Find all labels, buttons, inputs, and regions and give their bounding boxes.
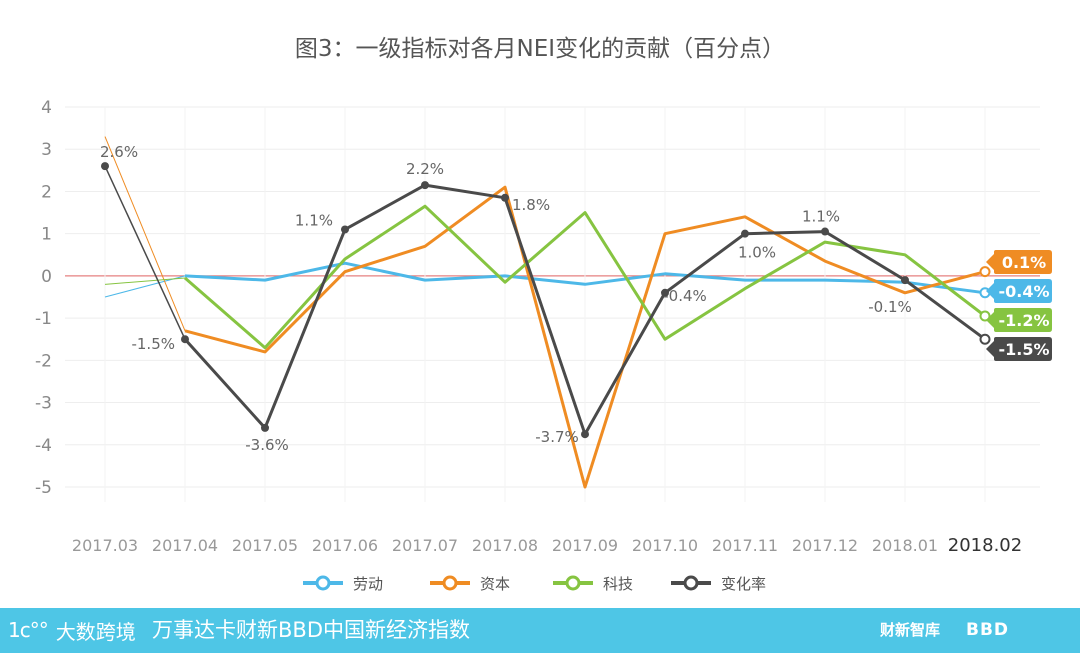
x-tick-label: 2018.01 bbox=[872, 536, 938, 555]
brand-logo-icon: 1c°° bbox=[8, 618, 49, 642]
end-labels: 0.1% -0.4% -1.2% -1.5% bbox=[986, 250, 1052, 361]
end-label-tag bbox=[986, 337, 1052, 361]
caixin-logo: 财新智库 bbox=[880, 621, 941, 639]
data-label: -3.6% bbox=[245, 436, 289, 454]
legend-item: 科技 bbox=[553, 575, 633, 593]
x-tick-label: 2017.07 bbox=[392, 536, 458, 555]
y-tick-label: 3 bbox=[41, 140, 52, 160]
x-tick-label: 2017.12 bbox=[792, 536, 858, 555]
series-point bbox=[741, 229, 749, 238]
legend-marker bbox=[683, 575, 699, 591]
y-tick-label: 4 bbox=[41, 98, 52, 118]
y-axis-ticks: 4 3 2 1 0 -1 -2 -3 -4 -5 bbox=[35, 98, 52, 498]
data-labels: 2.6% -1.5% -3.6% 1.1% 2.2% 1.8% -3.7% -0.4% 1.0%… bbox=[100, 143, 912, 454]
x-tick-label: 2017.10 bbox=[632, 536, 698, 555]
series-end-point bbox=[979, 266, 991, 278]
data-label: -0.1% bbox=[868, 298, 912, 316]
series-point bbox=[501, 193, 509, 202]
series-line-start bbox=[104, 165, 186, 340]
x-tick-label: 2017.11 bbox=[712, 536, 778, 555]
y-tick-label: -3 bbox=[35, 394, 52, 414]
legend-label: 变化率 bbox=[721, 575, 766, 593]
x-tick-label: 2017.04 bbox=[152, 536, 218, 555]
series-line-start bbox=[104, 277, 186, 285]
y-tick-label: 1 bbox=[41, 225, 52, 245]
x-tick-label: 2017.09 bbox=[552, 536, 618, 555]
x-tick-label: 2017.03 bbox=[72, 536, 138, 555]
series-point bbox=[341, 225, 349, 234]
legend-marker bbox=[315, 575, 331, 591]
series-point bbox=[421, 181, 429, 190]
data-label: 2.6% bbox=[100, 143, 138, 161]
brand-name: 大数跨境 bbox=[55, 619, 136, 644]
y-tick-label: -2 bbox=[35, 351, 52, 371]
series-point bbox=[181, 335, 189, 344]
footer-brand: 1c°° 大数跨境 bbox=[8, 614, 136, 646]
legend-label: 劳动 bbox=[353, 575, 383, 593]
data-label: 2.2% bbox=[406, 160, 444, 178]
data-label: 1.1% bbox=[295, 211, 333, 229]
data-label: 1.8% bbox=[512, 196, 550, 214]
legend-label: 科技 bbox=[603, 575, 633, 593]
bbd-logo: BBD bbox=[966, 620, 1010, 640]
x-tick-label: 2018.02 bbox=[948, 535, 1022, 556]
x-tick-label: 2017.05 bbox=[232, 536, 298, 555]
series-end-point bbox=[979, 310, 991, 322]
data-label: -3.7% bbox=[535, 428, 579, 446]
y-tick-label: 0 bbox=[41, 267, 52, 287]
line-chart: 图3：一级指标对各月NEI变化的贡献（百分点） 43210-1-2-3-4-5 … bbox=[35, 36, 1052, 593]
legend-item: 变化率 bbox=[671, 575, 766, 593]
series-point bbox=[821, 227, 829, 236]
end-label-text: 0.1% bbox=[1002, 253, 1046, 272]
series-line-start bbox=[104, 136, 186, 331]
end-label-text: -1.2% bbox=[998, 311, 1049, 330]
y-tick-label: -4 bbox=[35, 436, 52, 456]
end-label-text: -0.4% bbox=[998, 282, 1049, 301]
data-label: 1.0% bbox=[738, 244, 776, 262]
series-lines bbox=[101, 136, 991, 489]
legend-item: 劳动 bbox=[303, 575, 383, 593]
chart-title: 图3：一级指标对各月NEI变化的贡献（百分点） bbox=[295, 36, 785, 62]
data-label: 1.1% bbox=[802, 208, 840, 226]
series-point bbox=[581, 430, 589, 439]
footer-title: 万事达卡财新BBD中国新经济指数 bbox=[152, 618, 470, 642]
end-label-tag bbox=[986, 279, 1052, 303]
grid-lines bbox=[65, 106, 1040, 502]
legend-marker bbox=[565, 575, 581, 591]
x-tick-label: 2017.06 bbox=[312, 536, 378, 555]
y-tick-label: -1 bbox=[35, 309, 52, 329]
series-point bbox=[261, 423, 269, 432]
series-line bbox=[184, 261, 986, 295]
series-point bbox=[101, 162, 109, 171]
x-tick-label: 2017.08 bbox=[472, 536, 538, 555]
x-axis-ticks: 2017.03 2017.04 2017.05 2017.06 2017.07 2017.… bbox=[72, 535, 1022, 556]
end-label-text: -1.5% bbox=[998, 340, 1049, 359]
series-point bbox=[901, 276, 909, 285]
data-label: -0.4% bbox=[663, 287, 707, 305]
series-end-point bbox=[979, 333, 991, 345]
data-label: -1.5% bbox=[131, 335, 175, 353]
end-label-tag bbox=[986, 308, 1052, 332]
footer-bar: 1c°° 大数跨境 万事达卡财新BBD中国新经济指数 财新智库 BBD bbox=[0, 608, 1080, 653]
end-label-tag bbox=[986, 250, 1052, 274]
legend-label: 资本 bbox=[480, 575, 510, 593]
legend: 劳动 资本 科技 变化率 bbox=[303, 575, 766, 593]
series-point bbox=[661, 288, 669, 297]
legend-marker bbox=[442, 575, 458, 591]
y-tick-label: -5 bbox=[35, 478, 52, 498]
y-tick-label: 2 bbox=[41, 182, 52, 202]
legend-item: 资本 bbox=[430, 575, 510, 593]
